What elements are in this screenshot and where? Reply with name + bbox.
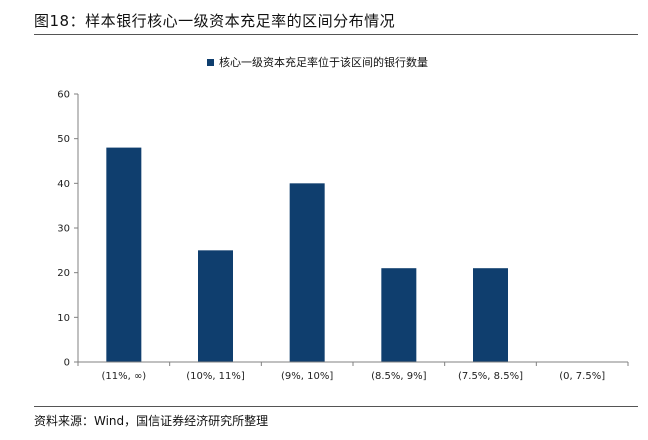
x-category-label: (0, 7.5%]	[559, 371, 605, 382]
bar	[473, 268, 508, 362]
x-category-label: (11%, ∞)	[101, 371, 146, 382]
bar	[289, 183, 325, 362]
bar	[106, 147, 142, 362]
bar	[198, 250, 233, 362]
figure-title: 图18：样本银行核心一级资本充足率的区间分布情况	[34, 12, 396, 30]
y-tick-label: 20	[57, 268, 70, 279]
legend-swatch	[207, 59, 214, 66]
legend-label: 核心一级资本充足率位于该区间的银行数量	[219, 55, 428, 69]
y-tick-label: 30	[57, 224, 70, 235]
x-category-label: (10%, 11%]	[186, 371, 245, 382]
y-tick-label: 40	[57, 179, 70, 190]
y-axis-ticks: 0 10 20 30 40 50 60	[57, 90, 78, 369]
y-tick-label: 10	[57, 313, 70, 324]
x-category-label: (9%, 10%]	[281, 371, 333, 382]
y-tick-label: 0	[64, 358, 70, 369]
bars	[106, 147, 508, 362]
top-rule	[34, 34, 638, 35]
bar	[381, 268, 417, 362]
x-category-label: (7.5%, 8.5%]	[458, 371, 523, 382]
x-axis-ticks: (11%, ∞) (10%, 11%] (9%, 10%] (8.5%, 9%] (7.…	[77, 362, 629, 382]
y-tick-label: 50	[57, 134, 70, 145]
x-category-label: (8.5%, 9%]	[371, 371, 427, 382]
y-tick-label: 60	[57, 90, 70, 101]
legend: 核心一级资本充足率位于该区间的银行数量	[207, 55, 428, 69]
source-note: 资料来源：Wind，国信证券经济研究所整理	[34, 414, 269, 428]
bottom-rule	[34, 406, 638, 407]
